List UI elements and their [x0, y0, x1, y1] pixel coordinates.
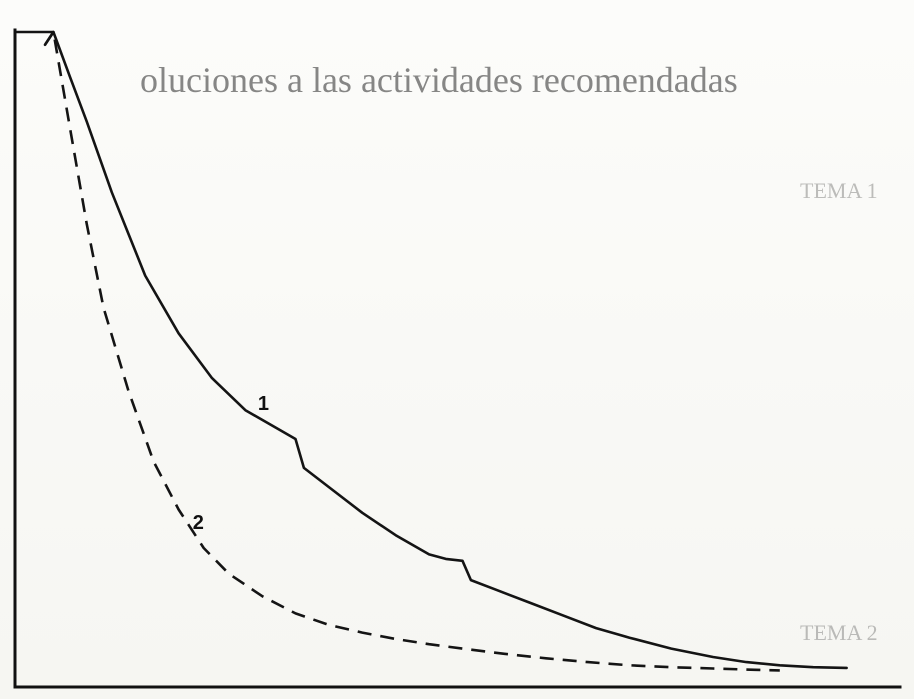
series-line-2: [43, 30, 780, 672]
show-through-heading-2: TEMA 2: [800, 620, 878, 645]
annotation-layer: 12: [193, 393, 269, 534]
series-layer: [15, 30, 848, 672]
curve-label-2: 2: [193, 512, 204, 534]
series-line-1: [43, 30, 848, 670]
curve-label-1: 1: [258, 393, 269, 415]
show-through-heading-1: TEMA 1: [800, 178, 878, 203]
show-through-text-layer: oluciones a las actividades recomendadas…: [140, 60, 878, 645]
show-through-title: oluciones a las actividades recomendadas: [140, 60, 738, 100]
axes: [13, 28, 902, 689]
